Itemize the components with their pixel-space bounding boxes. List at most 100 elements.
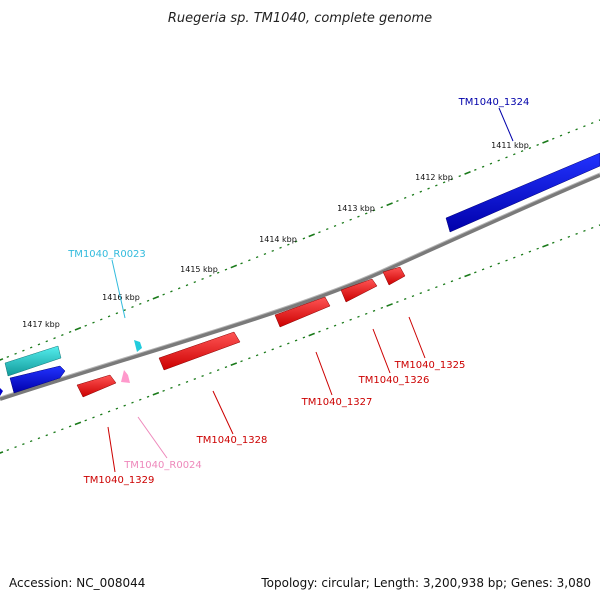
minor-tick <box>170 386 173 389</box>
minor-tick <box>559 238 563 241</box>
feature-label-TM1040_1326[interactable]: TM1040_1326 <box>358 375 430 386</box>
major-tick <box>386 303 393 307</box>
minor-tick <box>302 336 306 339</box>
minor-tick <box>349 318 352 321</box>
minor-tick <box>92 321 95 324</box>
feature-label-TM1040_R0023[interactable]: TM1040_R0023 <box>67 249 146 260</box>
minor-tick <box>598 119 600 122</box>
minor-tick <box>513 256 516 259</box>
kbp-label: 1415 kbp <box>180 265 218 274</box>
minor-tick <box>318 231 321 234</box>
minor-tick <box>224 268 228 271</box>
feature-TM1040_1325[interactable] <box>382 266 406 286</box>
major-tick <box>308 332 315 337</box>
feature-label-TM1040_1325[interactable]: TM1040_1325 <box>394 360 466 371</box>
minor-tick <box>567 235 571 238</box>
minor-tick <box>419 190 423 193</box>
minor-tick <box>131 401 134 404</box>
feature-forward-cds-left[interactable] <box>9 365 66 394</box>
minor-tick <box>177 287 181 290</box>
minor-tick <box>536 247 539 250</box>
minor-tick <box>435 184 438 187</box>
minor-tick <box>138 302 142 305</box>
minor-tick <box>279 246 282 249</box>
minor-tick <box>481 268 485 271</box>
minor-tick <box>53 431 56 434</box>
minor-tick <box>294 240 298 243</box>
feature-label-TM1040_1324[interactable]: TM1040_1324 <box>458 97 530 108</box>
major-tick <box>74 421 82 426</box>
feature-TM1040_1329[interactable] <box>76 374 117 398</box>
minor-tick <box>575 232 578 235</box>
minor-tick <box>481 165 485 168</box>
minor-tick <box>45 340 49 343</box>
minor-tick <box>294 339 298 342</box>
minor-tick <box>209 372 212 375</box>
minor-tick <box>528 147 532 150</box>
minor-tick <box>427 289 430 292</box>
minor-tick <box>333 324 337 327</box>
minor-tick <box>497 262 500 265</box>
minor-tick <box>84 419 87 422</box>
feature-forward-cds-edge[interactable] <box>0 388 3 396</box>
minor-tick <box>162 389 165 392</box>
minor-tick <box>22 443 25 446</box>
minor-tick <box>396 200 399 203</box>
minor-tick <box>505 259 508 262</box>
minor-tick <box>29 346 33 349</box>
minor-tick <box>131 306 134 309</box>
feature-TM1040_R0024[interactable] <box>121 370 130 383</box>
minor-tick <box>115 407 119 410</box>
minor-tick <box>583 229 586 232</box>
major-tick <box>74 326 82 331</box>
minor-tick <box>559 134 563 137</box>
feature-label-TM1040_1327[interactable]: TM1040_1327 <box>301 397 373 408</box>
minor-tick <box>567 131 571 134</box>
minor-tick <box>193 281 197 284</box>
minor-tick <box>403 298 407 301</box>
accession-text: Accession: NC_008044 <box>9 576 145 590</box>
minor-tick <box>435 286 438 289</box>
minor-tick <box>575 128 578 131</box>
minor-tick <box>287 243 290 246</box>
minor-tick <box>590 226 594 229</box>
feature-label-TM1040_1328[interactable]: TM1040_1328 <box>196 435 268 446</box>
feature-TM1040_1327[interactable] <box>274 296 331 328</box>
minor-tick <box>146 299 150 302</box>
minor-tick <box>598 224 600 226</box>
feature-label-TM1040_R0024[interactable]: TM1040_R0024 <box>123 460 202 471</box>
minor-tick <box>318 330 321 333</box>
minor-tick <box>37 343 41 346</box>
feature-trna-small[interactable] <box>134 340 142 352</box>
minor-tick <box>520 253 524 256</box>
minor-tick <box>513 153 516 156</box>
feature-TM1040_1324[interactable] <box>445 152 600 233</box>
minor-tick <box>326 327 329 330</box>
minor-tick <box>326 228 329 231</box>
feature-label-TM1040_1329[interactable]: TM1040_1329 <box>83 475 155 486</box>
minor-tick <box>201 277 204 280</box>
minor-tick <box>68 330 72 333</box>
kbp-scale-labels: 1411 kbp 1412 kbp 1413 kbp 1414 kbp 1415… <box>22 141 529 329</box>
inner-tick-track <box>0 224 600 454</box>
major-tick <box>464 171 471 175</box>
minor-tick <box>396 300 399 303</box>
minor-tick <box>583 125 586 128</box>
minor-tick <box>551 241 555 244</box>
minor-tick <box>53 337 56 340</box>
minor-tick <box>107 315 111 318</box>
minor-tick <box>14 446 17 449</box>
major-tick <box>308 233 315 238</box>
major-tick <box>0 451 4 454</box>
minor-tick <box>37 437 41 440</box>
feature-TM1040_1326[interactable] <box>340 278 378 303</box>
feature-TM1040_1328[interactable] <box>158 331 241 371</box>
major-tick <box>152 391 160 396</box>
kbp-label: 1413 kbp <box>337 204 375 213</box>
minor-tick <box>68 425 72 428</box>
minor-tick <box>216 369 220 372</box>
major-tick <box>152 295 160 300</box>
feature-TM1040_R0023[interactable] <box>4 345 62 377</box>
minor-tick <box>411 193 415 196</box>
